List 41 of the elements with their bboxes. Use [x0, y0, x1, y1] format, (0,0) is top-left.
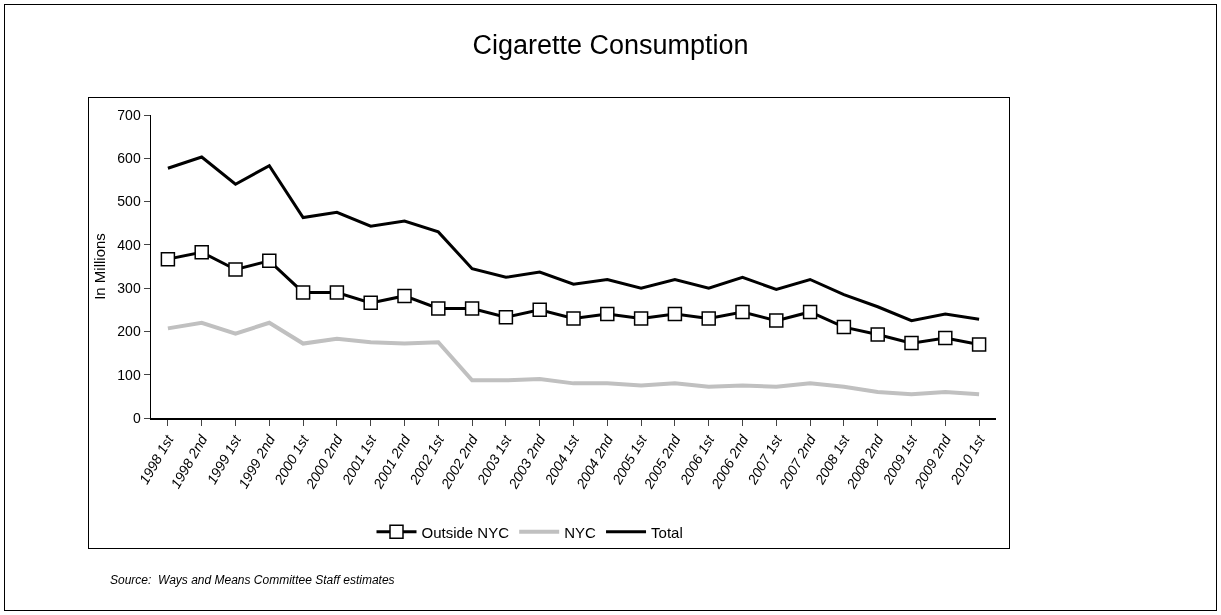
y-tick-label: 700 [117, 106, 141, 123]
point [532, 302, 547, 318]
point [194, 244, 209, 260]
point [971, 337, 987, 352]
point [329, 285, 345, 300]
point [769, 313, 784, 328]
point [431, 301, 446, 316]
point [735, 304, 750, 320]
point [938, 330, 953, 346]
source-note: Source: Ways and Means Committee Staff estimates [110, 573, 395, 587]
y-tick-label: 0 [132, 409, 141, 426]
point [667, 306, 683, 322]
point [228, 262, 243, 277]
point [802, 304, 818, 320]
point [464, 301, 480, 316]
point [397, 288, 412, 304]
y-tick-label: 400 [117, 236, 141, 253]
y-tick-label: 100 [117, 366, 141, 383]
point [498, 309, 514, 325]
y-tick-label: 500 [117, 193, 141, 210]
point [262, 253, 277, 269]
point [600, 306, 615, 322]
point [701, 311, 716, 326]
point [904, 335, 919, 351]
y-axis-title: In Millions [90, 233, 108, 300]
line-series [165, 320, 982, 397]
legend-label: NYC [564, 523, 597, 541]
chart-title: Cigarette Consumption [472, 30, 749, 61]
legend-label: Outside NYC [421, 523, 510, 541]
point [633, 311, 649, 326]
y-tick-label: 300 [117, 280, 141, 297]
point [566, 311, 581, 326]
y-tick-label: 600 [117, 150, 141, 167]
point [870, 327, 885, 342]
point [363, 295, 378, 311]
point [295, 285, 311, 300]
point [836, 319, 852, 335]
line-series [166, 155, 981, 323]
y-tick-label: 200 [117, 323, 141, 340]
point [160, 251, 176, 267]
legend-label: Total [651, 523, 683, 541]
